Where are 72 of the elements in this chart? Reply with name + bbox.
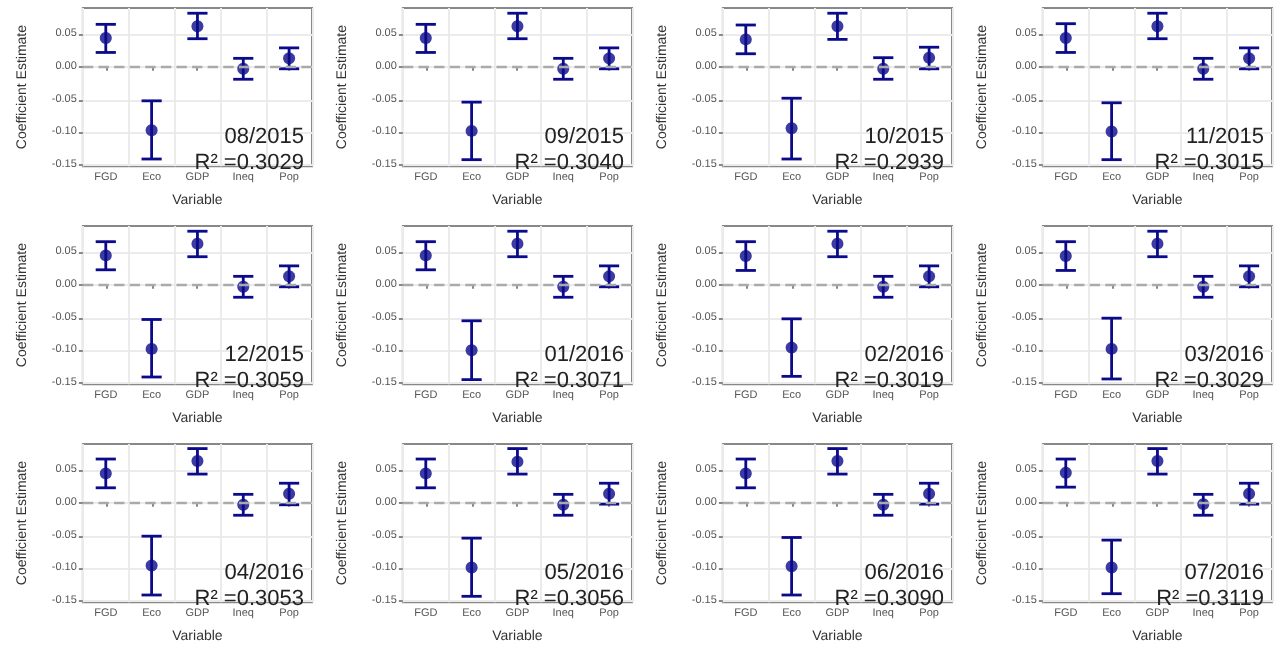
- point: [511, 237, 524, 250]
- point: [1059, 466, 1072, 479]
- point: [831, 455, 844, 467]
- point: [283, 270, 296, 283]
- point: [145, 342, 158, 355]
- point: [1243, 52, 1256, 65]
- annotation: R² =0.3059: [194, 369, 305, 393]
- point: [419, 249, 432, 262]
- point: [1059, 32, 1072, 45]
- point: [923, 487, 936, 500]
- point: [1059, 250, 1072, 263]
- point: [785, 122, 798, 135]
- point: [739, 33, 752, 46]
- annotation: R² =0.3056: [514, 587, 625, 611]
- point: [923, 270, 936, 283]
- annotation: 10/2015: [864, 125, 945, 149]
- point: [511, 455, 524, 468]
- point: [1105, 561, 1118, 574]
- point: [99, 32, 112, 45]
- point: [283, 487, 296, 500]
- point: [831, 237, 844, 250]
- annotation: 11/2015: [1186, 125, 1265, 149]
- point: [1243, 270, 1256, 283]
- point: [603, 52, 616, 65]
- annotation: 01/2016: [544, 343, 625, 367]
- point: [419, 467, 432, 480]
- point: [99, 249, 112, 262]
- point: [99, 467, 112, 480]
- annotation: R² =0.3015: [1154, 151, 1265, 175]
- annotation: 05/2016: [544, 561, 625, 585]
- annotation: 12/2015: [224, 343, 305, 367]
- point: [419, 32, 432, 45]
- annotation: 08/2015: [224, 125, 305, 149]
- point: [785, 560, 798, 573]
- annotation: 06/2016: [864, 561, 945, 585]
- annotation: R² =0.3029: [194, 151, 305, 175]
- annotation: 04/2016: [224, 561, 305, 585]
- point: [1151, 237, 1164, 250]
- annotation: 07/2016: [1184, 561, 1265, 585]
- point: [603, 487, 616, 500]
- annotation: R² =0.3029: [1154, 369, 1265, 393]
- annotation: 02/2016: [864, 343, 945, 367]
- annotation: R² =0.3040: [514, 151, 625, 175]
- point: [465, 344, 478, 357]
- point: [1151, 455, 1164, 467]
- point: [191, 455, 204, 467]
- point: [923, 51, 936, 64]
- point: [191, 20, 204, 33]
- annotation: R² =0.3071: [514, 369, 625, 393]
- point: [145, 124, 158, 137]
- point: [739, 467, 752, 480]
- annotation: R² =0.3053: [194, 587, 305, 611]
- point: [1243, 487, 1256, 500]
- point: [511, 20, 524, 33]
- point: [785, 341, 798, 354]
- point: [465, 561, 478, 574]
- point: [1105, 125, 1118, 138]
- annotation: R² =0.3019: [834, 369, 945, 393]
- point: [1105, 342, 1118, 355]
- point: [1151, 20, 1164, 33]
- point: [465, 124, 478, 137]
- point: [603, 270, 616, 283]
- point: [283, 52, 296, 65]
- annotation: R² =0.2939: [834, 151, 945, 175]
- point: [145, 559, 158, 572]
- point: [739, 250, 752, 263]
- annotation: R² =0.3119: [1156, 587, 1265, 611]
- annotation: 09/2015: [544, 125, 625, 149]
- annotation: 03/2016: [1184, 343, 1265, 367]
- point: [191, 237, 204, 250]
- annotation: R² =0.3090: [834, 587, 945, 611]
- point: [831, 20, 844, 33]
